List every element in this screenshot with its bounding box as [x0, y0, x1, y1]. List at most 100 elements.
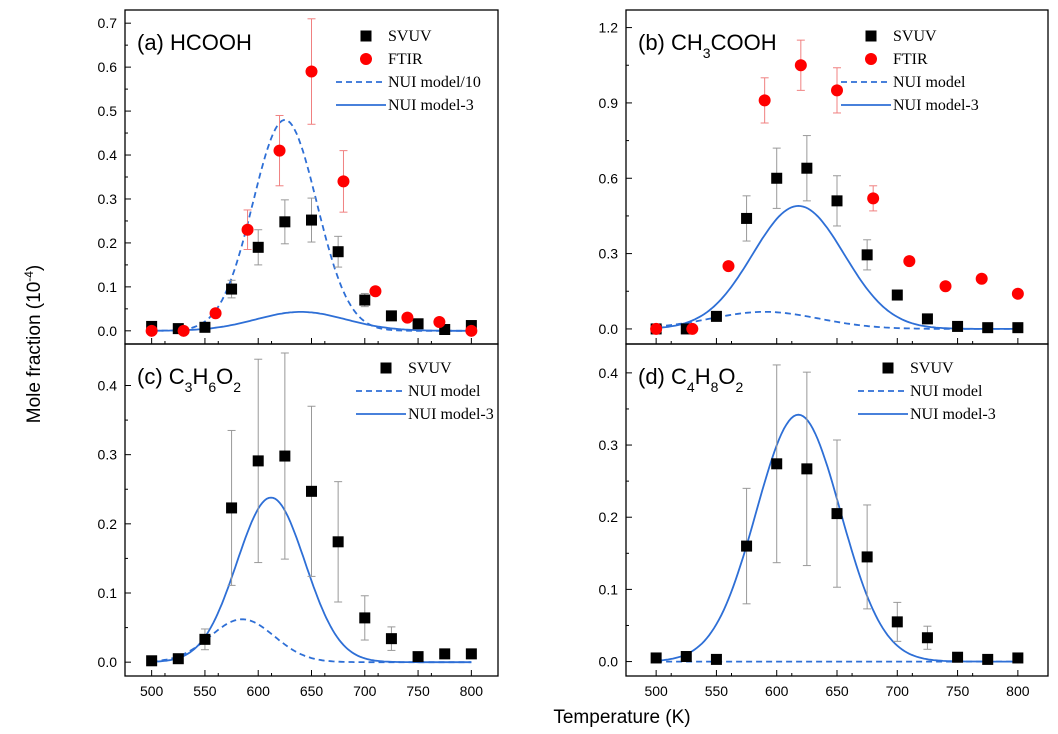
svuv-point	[359, 294, 371, 306]
panel-4: 500 550 600 650 700 750 800 0.0 0.1 0.2 0.3 0.4 (d) …	[599, 343, 1049, 699]
x-tick-label: 550	[705, 683, 729, 699]
svuv-point	[680, 651, 692, 663]
y-tick-label: 0.3	[98, 447, 118, 463]
y-tick-label: 0.6	[98, 59, 118, 75]
legend-label: NUI model-3	[893, 97, 979, 114]
panel-title-part: H	[192, 364, 208, 389]
y-tick-label: 0.3	[98, 191, 118, 207]
model-dashed-line	[656, 311, 1018, 330]
svuv-point	[801, 463, 813, 475]
svuv-point	[199, 633, 211, 645]
ftir-point	[305, 65, 318, 78]
y-tick-label: 0.6	[599, 170, 619, 186]
svuv-point	[831, 508, 843, 520]
ftir-point	[209, 307, 222, 320]
legend-label: SVUV	[910, 360, 954, 377]
svuv-point	[332, 536, 344, 548]
x-tick-label: 750	[406, 683, 430, 699]
x-tick-label: 750	[946, 683, 970, 699]
legend: SVUV FTIR NUI model/10 NUI model-3	[336, 28, 481, 114]
y-tick-label: 0.1	[98, 279, 118, 295]
panels: 0.0 0.1 0.2 0.3 0.4 0.5 0.6 0.7 (a) HCOOH SVUV FTI…	[98, 9, 1049, 699]
ftir-point	[369, 285, 382, 298]
svuv-point	[439, 323, 451, 335]
panel-title-part: (c) C	[137, 364, 185, 389]
x-tick-label: 500	[644, 683, 668, 699]
x-tick-label: 800	[460, 683, 484, 699]
svuv-point	[279, 450, 291, 462]
panel-title: (d) C4H8O2	[638, 364, 744, 395]
legend-label: NUI model-3	[408, 406, 494, 423]
svuv-point	[226, 502, 238, 514]
y-tick-label: 0.4	[98, 378, 118, 394]
svuv-point	[146, 655, 158, 667]
ftir-point	[145, 324, 158, 337]
panel-title-part: 2	[233, 379, 241, 395]
legend-label: NUI model	[893, 74, 966, 91]
ftir-point	[903, 255, 916, 268]
svuv-point	[801, 162, 813, 174]
panel-title-part: (a) HCOOH	[137, 30, 252, 55]
y-axis-label-sup: -4	[22, 271, 36, 282]
y-tick-label: 0.2	[98, 516, 118, 532]
x-axis-label: Temperature (K)	[553, 707, 690, 728]
legend-label: NUI model	[408, 383, 481, 400]
x-tick-label: 700	[886, 683, 910, 699]
ftir-point	[401, 311, 414, 324]
svuv-point	[861, 249, 873, 261]
panel-title: (c) C3H6O2	[137, 364, 241, 395]
panel-title-part: 3	[703, 45, 711, 61]
ftir-point	[337, 175, 350, 188]
ftir-point	[794, 59, 807, 72]
y-tick-label: 0.7	[98, 15, 118, 31]
ftir-point	[686, 322, 699, 335]
x-tick-label: 650	[825, 683, 849, 699]
ftir-point	[177, 324, 190, 337]
legend: SVUV NUI model NUI model-3	[356, 360, 494, 423]
y-tick-label: 0.1	[98, 585, 118, 601]
ftir-point	[1011, 287, 1024, 300]
panel-title: (b) CH3COOH	[638, 30, 777, 61]
y-tick-label: 0.4	[98, 147, 118, 163]
svuv-point	[1012, 652, 1024, 664]
y-tick-label: 0.3	[599, 246, 619, 262]
panel-3: 500 550 600 650 700 750 800 0.0 0.1 0.2 0.3 0.4 (c) …	[98, 343, 499, 699]
svuv-point	[982, 653, 994, 665]
svuv-point	[831, 195, 843, 207]
svuv-point	[680, 323, 692, 335]
svuv-point	[891, 616, 903, 628]
y-axis-label-text: Mole fraction (10	[24, 282, 45, 424]
x-tick-label: 600	[247, 683, 271, 699]
panel-title-part: 4	[687, 379, 695, 395]
svuv-point	[279, 216, 291, 228]
legend-svuv-marker	[380, 362, 392, 374]
svuv-point	[710, 653, 722, 665]
svuv-point	[710, 310, 722, 322]
svuv-point	[385, 310, 397, 322]
model-dashed-line	[151, 618, 472, 664]
x-tick-label: 600	[765, 683, 789, 699]
ftir-point	[867, 192, 880, 205]
svuv-point	[226, 283, 238, 295]
x-tick-label: 550	[193, 683, 217, 699]
ftir-point	[831, 84, 843, 97]
ftir-point	[939, 280, 952, 293]
y-axis-label: Mole fraction (10-4)	[22, 265, 45, 424]
panel-title-part: O	[718, 364, 735, 389]
y-tick-label: 0.4	[599, 365, 619, 381]
legend-label: NUI model/10	[388, 74, 481, 91]
y-tick-label: 0.0	[98, 654, 118, 670]
legend-label: FTIR	[388, 51, 423, 68]
panel-1: 0.0 0.1 0.2 0.3 0.4 0.5 0.6 0.7 (a) HCOOH SVUV FTI…	[98, 9, 499, 345]
legend-ftir-marker	[360, 53, 372, 65]
legend-svuv-marker	[882, 362, 894, 374]
svuv-point	[172, 653, 184, 665]
legend-svuv-marker	[865, 30, 877, 42]
panel-title-part: O	[216, 364, 233, 389]
svuv-point	[385, 633, 397, 645]
svuv-point	[412, 651, 424, 663]
y-tick-label: 0.0	[98, 323, 118, 339]
x-tick-label: 500	[140, 683, 164, 699]
svuv-point	[412, 318, 424, 330]
